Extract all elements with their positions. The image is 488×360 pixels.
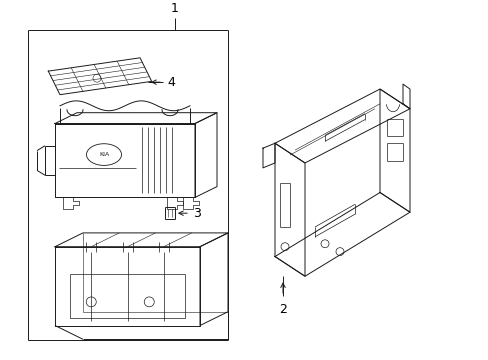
Text: 3: 3 bbox=[193, 207, 201, 220]
Text: 1: 1 bbox=[171, 2, 179, 15]
Bar bbox=[70, 274, 184, 318]
Text: 2: 2 bbox=[279, 303, 286, 316]
Text: 4: 4 bbox=[167, 76, 175, 89]
Text: KIA: KIA bbox=[99, 152, 109, 157]
